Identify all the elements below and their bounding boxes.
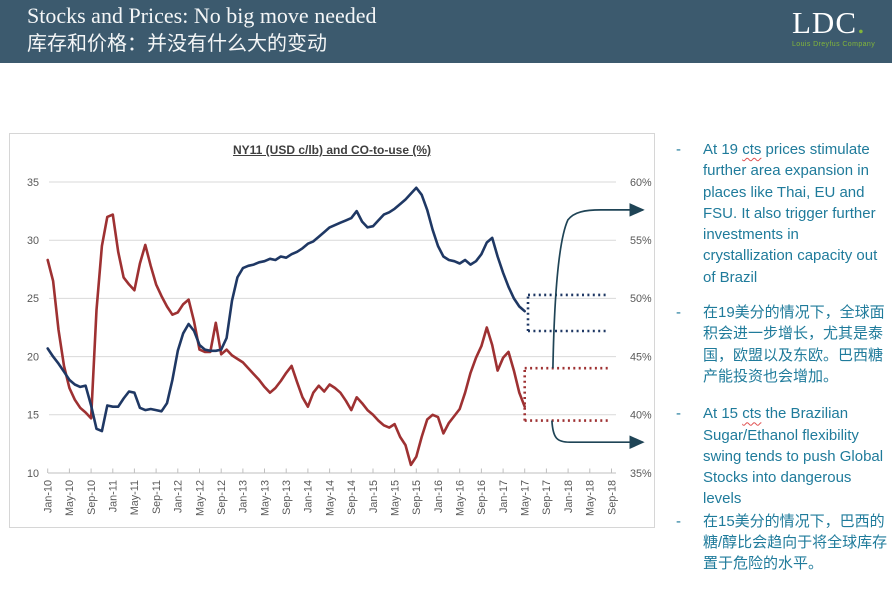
x-axis-label: Sep-16 (476, 480, 488, 515)
left-axis-label: 25 (27, 293, 39, 305)
bullet-text: At 15 cts the Brazilian Sugar/Ethanol fl… (703, 403, 891, 509)
x-axis-label: Jan-11 (108, 480, 120, 512)
left-axis-label: 20 (27, 351, 39, 363)
left-axis-label: 15 (27, 410, 39, 422)
bullet-item-2: - 在19美分的情况下，全球面积会进一步增长，尤其是泰国，欧盟以及东欧。巴西糖产能… (670, 302, 891, 387)
x-axis-label: Sep-18 (606, 480, 618, 515)
bullet-marker: - (676, 304, 681, 322)
bullet-text-segment: 在19美分的情况下，全球面积会进一步增长，尤其是泰国，欧盟以及东欧。巴西糖产能投… (703, 304, 885, 385)
left-axis-label: 35 (27, 177, 39, 189)
x-axis-label: Jan-17 (498, 480, 510, 513)
x-axis-label: Jan-16 (433, 480, 445, 513)
bullet-text-segment: At 15 (703, 405, 743, 423)
chart-canvas: Jan-10 May-10 Sep-10 Jan-11 May-11 Sep-11 Jan-… (27, 177, 652, 516)
left-axis: 35 30 25 20 15 10 (27, 177, 39, 480)
bullet-item-1: - At 19 cts prices stimulate further area… (670, 139, 891, 288)
x-axis-label: Jan-10 (43, 480, 55, 513)
right-axis-label: 50% (630, 293, 652, 305)
misspelled-word: cts (742, 405, 762, 423)
line-chart: Jan-10 May-10 Sep-10 Jan-11 May-11 Sep-11 Jan-… (9, 133, 655, 528)
arrow-to-19cts-comment (552, 203, 645, 369)
x-axis-label: May-13 (259, 480, 271, 516)
left-axis-label: 30 (27, 235, 39, 247)
bullet-item-3: - At 15 cts the Brazilian Sugar/Ethanol f… (670, 403, 891, 509)
ldc-logo: LDC. Louis Dreyfus Company (792, 5, 882, 49)
commentary-panel: - At 19 cts prices stimulate further area… (670, 139, 891, 575)
x-axis-label: May-12 (194, 480, 206, 516)
bullet-text-segment: the Brazilian Sugar/Ethanol flexibility … (703, 405, 884, 508)
x-axis-label: Sep-14 (346, 480, 358, 515)
bullet-text-segment: At 19 (703, 141, 743, 158)
bullet-item-4: - 在15美分的情况下，巴西的糖/醇比会趋向于将全球库存置于危险的水平。 (670, 511, 891, 575)
x-axis-label: Jan-15 (368, 480, 380, 513)
right-axis-label: 60% (630, 177, 652, 189)
x-axis: Jan-10 May-10 Sep-10 Jan-11 May-11 Sep-11 Jan-… (43, 468, 618, 516)
logo-dot: . (857, 5, 866, 40)
left-axis-label: 10 (27, 468, 39, 480)
x-axis-label: Jan-12 (173, 480, 185, 513)
x-axis-label: Sep-17 (541, 480, 553, 515)
bullet-marker: - (676, 141, 681, 158)
ldc-logo-tagline: Louis Dreyfus Company (792, 41, 876, 48)
bullet-text-segment: 在15美分的情况下，巴西的糖/醇比会趋向于将全球库存置于危险的水平。 (703, 512, 888, 573)
slide-header: Stocks and Prices: No big move needed 库存… (0, 0, 892, 63)
right-axis-label: 35% (630, 468, 652, 480)
x-axis-label: Sep-10 (86, 480, 98, 515)
bullet-marker: - (676, 405, 681, 423)
right-axis: 60% 55% 50% 45% 40% 35% (630, 177, 652, 480)
right-axis-label: 45% (630, 351, 652, 363)
bullet-text-segment: prices stimulate further area expansion … (703, 141, 878, 286)
bullet-text: 在19美分的情况下，全球面积会进一步增长，尤其是泰国，欧盟以及东欧。巴西糖产能投… (703, 302, 891, 387)
slide-title-english: Stocks and Prices: No big move needed (27, 3, 377, 28)
arrow-to-15cts-comment (551, 420, 645, 449)
x-axis-label: Sep-11 (151, 480, 163, 514)
x-axis-label: Sep-13 (281, 480, 293, 515)
chart-title: NY11 (USD c/lb) and CO-to-use (%) (232, 143, 432, 157)
x-axis-label: Sep-12 (216, 480, 228, 515)
logo-letters: LDC (792, 5, 857, 40)
x-axis-label: Sep-15 (411, 480, 423, 515)
co-to-use-line (46, 186, 527, 433)
misspelled-word: cts (742, 141, 762, 158)
x-axis-label: May-11 (129, 480, 141, 515)
slide-title-chinese: 库存和价格：并没有什么大的变动 (27, 33, 327, 55)
bullet-marker: - (676, 512, 681, 530)
x-axis-label: May-18 (585, 480, 597, 516)
x-axis-label: Jan-14 (303, 480, 315, 513)
x-axis-label: May-17 (520, 480, 532, 516)
bullet-text: 在15美分的情况下，巴西的糖/醇比会趋向于将全球库存置于危险的水平。 (703, 511, 891, 575)
x-axis-label: May-14 (324, 480, 336, 516)
x-axis-label: May-15 (389, 480, 401, 516)
x-axis-label: May-10 (64, 480, 76, 516)
right-axis-label: 40% (630, 410, 652, 422)
bullet-text: At 19 cts prices stimulate further area … (703, 139, 891, 288)
x-axis-label: Jan-18 (563, 480, 575, 513)
ny11-price-line (46, 213, 527, 467)
ldc-logo-text: LDC. (792, 5, 882, 41)
right-axis-label: 55% (630, 235, 652, 247)
x-axis-label: May-16 (455, 480, 467, 516)
x-axis-label: Jan-13 (238, 480, 250, 513)
